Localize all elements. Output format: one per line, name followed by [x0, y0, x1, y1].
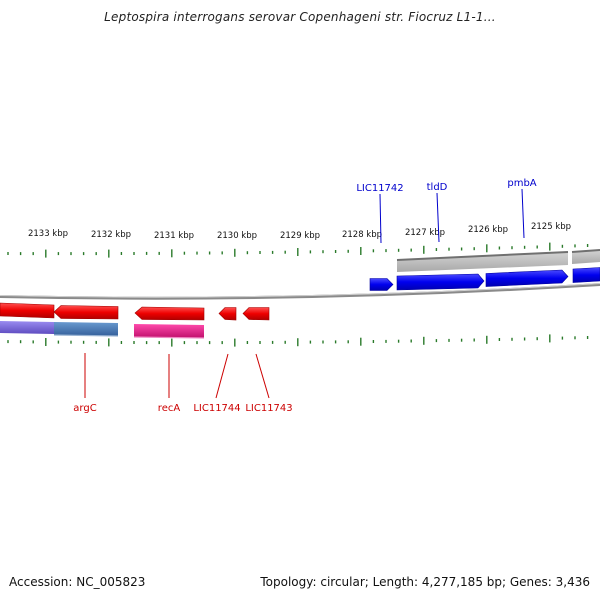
- gene-arrow-lic11742[interactable]: [369, 278, 394, 291]
- lower-scale-ticks: [7, 334, 589, 347]
- forward-gene-labels: LIC11742 tldD pmbA: [356, 178, 537, 244]
- gene-label-pmba[interactable]: pmbA: [507, 178, 536, 189]
- cog-band-gray-forward-2: [572, 250, 600, 264]
- gene-label-lic11743[interactable]: LIC11743: [245, 403, 292, 414]
- accession-text: Accession: NC_005823: [9, 575, 146, 589]
- gene-arrow-lic11744[interactable]: [218, 307, 237, 321]
- leader-line-lic11742: [379, 193, 382, 244]
- gene-label-tldd[interactable]: tldD: [427, 182, 448, 193]
- gene-arrow-partial-right[interactable]: [572, 267, 600, 283]
- scale-label-2130: 2130 kbp: [217, 231, 257, 241]
- genome-backbone: [0, 283, 600, 300]
- scale-label-2126: 2126 kbp: [468, 225, 508, 235]
- scale-labels: 2133 kbp 2132 kbp 2131 kbp 2130 kbp 2129…: [28, 222, 571, 241]
- reverse-gene-labels: argC recA LIC11744 LIC11743: [73, 353, 293, 414]
- gene-arrow-lic11743[interactable]: [242, 307, 270, 321]
- leader-line-lic11744: [215, 353, 229, 399]
- scale-label-2131: 2131 kbp: [154, 231, 194, 241]
- gene-arrow-tldd[interactable]: [396, 273, 485, 291]
- scale-label-2133: 2133 kbp: [28, 229, 68, 239]
- cog-band-gray-forward: [397, 252, 568, 272]
- leader-line-pmba: [521, 188, 525, 239]
- gene-arrow-reca[interactable]: [134, 306, 205, 321]
- gene-arrow-pmba[interactable]: [485, 269, 569, 287]
- upper-scale-ticks: [7, 242, 589, 258]
- cog-band-purple: [0, 321, 54, 334]
- scale-label-2125: 2125 kbp: [531, 222, 571, 232]
- gene-label-argc[interactable]: argC: [73, 403, 96, 414]
- cog-band-magenta-edge: [133, 336, 205, 339]
- cog-band-steelblue: [54, 322, 118, 336]
- cog-band-gray-forward-edge: [396, 251, 569, 261]
- gene-label-lic11744[interactable]: LIC11744: [193, 403, 240, 414]
- scale-label-2132: 2132 kbp: [91, 230, 131, 240]
- leader-line-lic11743: [255, 353, 270, 399]
- gene-label-reca[interactable]: recA: [158, 403, 181, 414]
- scale-label-2129: 2129 kbp: [280, 231, 320, 241]
- scale-label-2127: 2127 kbp: [405, 228, 445, 238]
- genome-backbone-highlight: [0, 283, 600, 298]
- map-title: Leptospira interrogans serovar Copenhage…: [104, 10, 496, 24]
- cog-band-gray-forward-2-edge: [571, 249, 600, 253]
- leader-line-tldd: [436, 192, 440, 243]
- genome-stats-text: Topology: circular; Length: 4,277,185 bp…: [260, 575, 590, 589]
- gene-arrow-reverse-partial-left[interactable]: [0, 302, 55, 319]
- cog-band-magenta: [134, 324, 204, 338]
- scale-label-2128: 2128 kbp: [342, 230, 382, 240]
- gene-label-lic11742[interactable]: LIC11742: [356, 183, 403, 194]
- gene-arrow-argc[interactable]: [53, 305, 119, 320]
- cog-band-steelblue-edge: [53, 334, 119, 337]
